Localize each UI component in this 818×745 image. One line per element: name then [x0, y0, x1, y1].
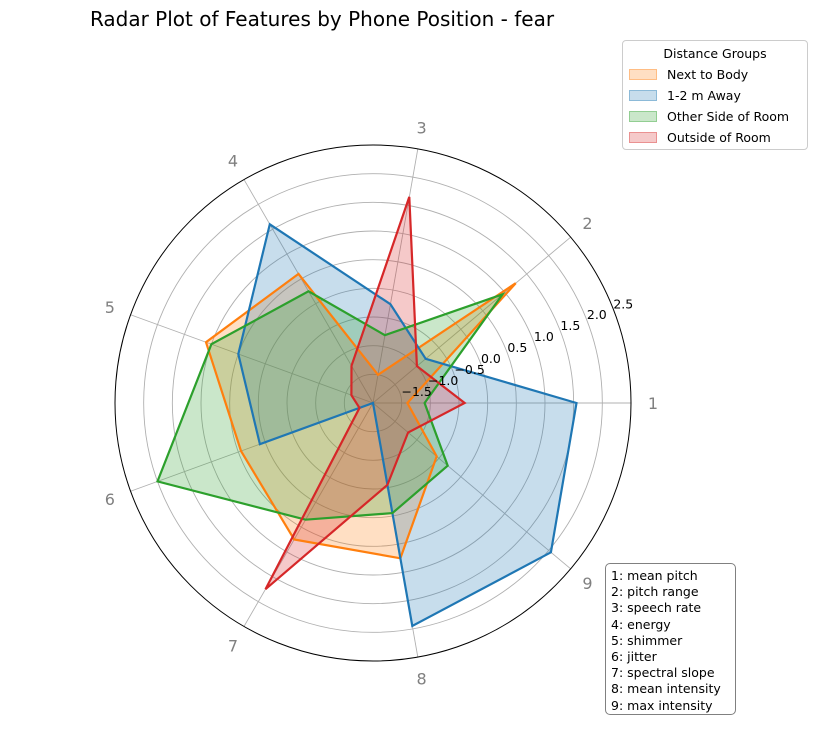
- axis-label-3: 3: [417, 118, 427, 137]
- axis-label-4: 4: [228, 152, 238, 171]
- spoke-2: [372, 236, 571, 404]
- radial-tick-label: 1.5: [560, 318, 580, 333]
- legend-label: 1-2 m Away: [667, 88, 741, 103]
- series-line-1: [204, 272, 517, 560]
- legend-entry: 1-2 m Away: [623, 85, 807, 106]
- axis-label-5: 5: [105, 298, 115, 317]
- feature-legend-item: 2: pitch range: [611, 584, 699, 600]
- feature-legend-item: 3: speech rate: [611, 600, 702, 616]
- radial-tick-label: 0.5: [507, 340, 527, 355]
- series-line-4: [264, 196, 467, 591]
- legend-entry: Next to Body: [623, 64, 807, 85]
- axis-labels: 1 2 3 4 5 6 7 8 9: [105, 118, 658, 688]
- series-line-2: [237, 222, 578, 628]
- feature-legend-item: 5: shimmer: [611, 632, 683, 648]
- legend-swatch: [629, 69, 657, 80]
- legend: Distance Groups Next to Body 1-2 m Away Ot…: [622, 40, 808, 150]
- spoke-9: [372, 402, 571, 570]
- feature-legend-item: 8: mean intensity: [611, 681, 721, 697]
- chart-title: Radar Plot of Features by Phone Position…: [90, 7, 555, 31]
- series-line-3: [156, 290, 506, 521]
- feature-legend-item: 7: spectral slope: [611, 665, 715, 681]
- legend-entry: Outside of Room: [623, 127, 807, 148]
- radial-tick-labels: −1.5−1.0−0.50.0 0.5 1.0 1.5 2.0 2.5: [401, 296, 633, 399]
- radial-tick-label: 0.0: [481, 351, 501, 366]
- legend-label: Next to Body: [667, 67, 749, 82]
- legend-swatch: [629, 132, 657, 143]
- axis-label-2: 2: [582, 214, 592, 233]
- axis-label-7: 7: [228, 636, 238, 655]
- outer-circle: [114, 144, 632, 662]
- series-fill-4: [265, 196, 465, 590]
- radial-tick-label: −1.0: [428, 373, 458, 388]
- feature-legend-item: 9: max intensity: [611, 697, 713, 713]
- radar-grid: [114, 144, 632, 662]
- axis-label-9: 9: [582, 574, 592, 593]
- series-fill-2: [238, 224, 577, 627]
- legend-entries: Next to Body 1-2 m Away Other Side of Room…: [623, 64, 807, 148]
- radial-tick-label: −0.5: [454, 362, 484, 377]
- legend-title: Distance Groups: [663, 46, 767, 61]
- series-lines: [156, 196, 578, 628]
- series-fills: [157, 196, 577, 627]
- radial-tick-label: −1.5: [401, 384, 431, 399]
- feature-legend: 1: mean pitch 2: pitch range 3: speech rat…: [605, 563, 736, 715]
- feature-legend-item: 4: energy: [611, 616, 671, 632]
- spoke-3: [372, 148, 419, 404]
- radial-tick-label: 1.0: [534, 329, 554, 344]
- radial-tick-label: 2.5: [613, 296, 633, 311]
- legend-entry: Other Side of Room: [623, 106, 807, 127]
- legend-swatch: [629, 111, 657, 122]
- axis-label-6: 6: [105, 490, 115, 509]
- legend-label: Outside of Room: [667, 130, 771, 145]
- series-fill-1: [206, 273, 516, 559]
- spoke-5: [130, 314, 374, 404]
- feature-legend-item: 6: jitter: [611, 648, 657, 664]
- axis-label-8: 8: [417, 670, 427, 689]
- axis-label-1: 1: [648, 394, 658, 413]
- feature-legend-item: 1: mean pitch: [611, 568, 698, 583]
- legend-swatch: [629, 90, 657, 101]
- radial-tick-label: 2.0: [587, 307, 607, 322]
- legend-label: Other Side of Room: [667, 109, 790, 124]
